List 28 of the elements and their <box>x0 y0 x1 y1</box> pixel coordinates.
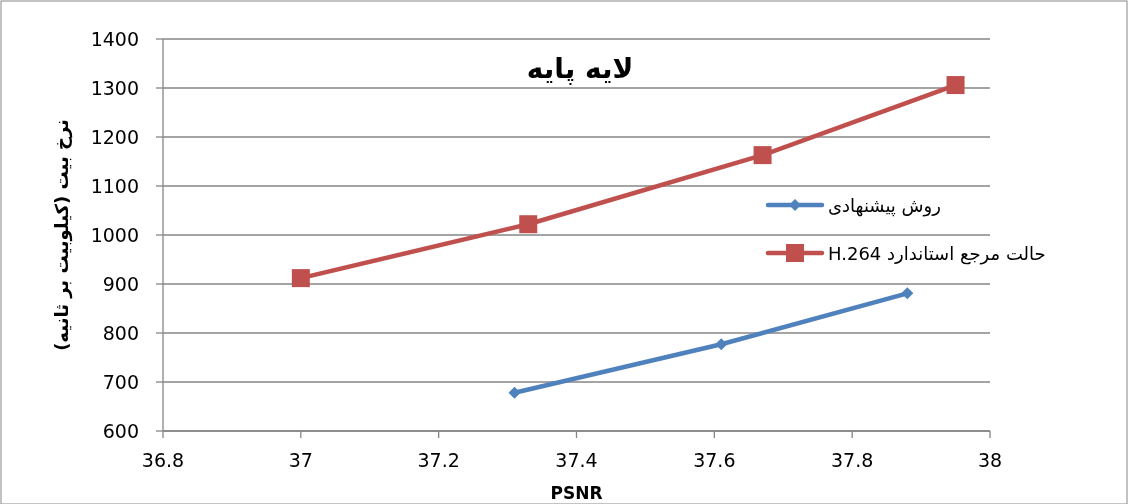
y-tick-label: 800 <box>102 322 139 344</box>
point <box>508 386 521 399</box>
y-tick-label: 600 <box>102 420 139 442</box>
point <box>753 146 772 165</box>
x-tick-label: 36.8 <box>141 449 185 471</box>
x-tick-label: 38 <box>977 449 1003 471</box>
y-tick-label: 1000 <box>90 224 139 246</box>
point <box>519 215 538 234</box>
x-axis-title: PSNR <box>550 483 603 503</box>
legend-label: روش پیشنهادی <box>828 195 941 217</box>
point <box>901 287 914 300</box>
point <box>715 338 728 351</box>
point <box>291 269 310 288</box>
y-tick-label: 1300 <box>90 77 139 99</box>
x-tick-label: 37.4 <box>555 449 598 471</box>
x-tick-label: 37.2 <box>417 449 460 471</box>
y-tick-label: 700 <box>102 371 139 393</box>
y-tick-label: 900 <box>102 273 139 295</box>
x-tick-label: 37.6 <box>693 449 736 471</box>
text: لایه پایه <box>526 52 634 85</box>
y-tick-label: 1400 <box>90 28 139 50</box>
x-tick-label: 37.8 <box>831 449 874 471</box>
y-tick-label: 1200 <box>90 126 139 148</box>
legend-label: حالت مرجع استاندارد H.264 <box>828 243 1046 265</box>
y-tick-label: 1100 <box>90 175 139 197</box>
point <box>946 76 965 95</box>
y-axis-title: نرخ بیت (کیلوبیت بر ثانیه) <box>51 119 73 351</box>
x-tick-label: 37 <box>288 449 313 471</box>
